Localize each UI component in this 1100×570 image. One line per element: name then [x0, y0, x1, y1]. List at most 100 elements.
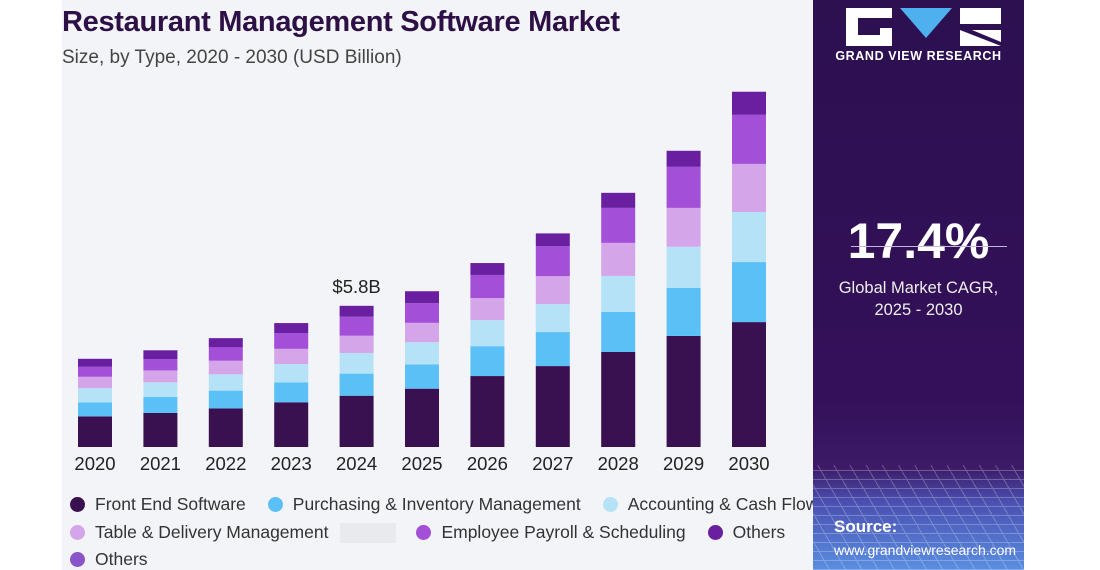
bar-segment-2021-5	[143, 350, 178, 360]
x-tick-label: 2030	[728, 453, 769, 474]
bar-segment-2024-3	[339, 335, 374, 353]
x-tick-label: 2026	[467, 453, 508, 474]
legend-label: Others	[95, 549, 148, 569]
legend-label: Others	[732, 522, 786, 542]
bar-segment-2022-3	[208, 360, 243, 375]
bar-segment-2028-2	[601, 275, 636, 312]
bar-segment-2029-0	[666, 335, 701, 447]
source-label: Source:	[834, 517, 898, 536]
bar-segment-2023-4	[274, 333, 309, 349]
bar-segment-2026-0	[470, 376, 505, 447]
info-panel: GRAND VIEW RESEARCH 17.4% Global Market …	[813, 0, 1024, 570]
bar-segment-2026-2	[470, 320, 505, 347]
bar-segment-2021-1	[143, 396, 178, 413]
bar-segment-2026-5	[470, 263, 505, 275]
legend-swatch	[416, 525, 432, 540]
x-tick-label: 2020	[74, 453, 115, 474]
bar-segment-2028-4	[601, 207, 636, 243]
bar-segment-2028-1	[601, 311, 636, 352]
x-tick-label: 2028	[598, 453, 639, 474]
bar-segment-2026-1	[470, 346, 505, 377]
bar-segment-2024-0	[339, 395, 374, 447]
bar-segment-2020-3	[78, 376, 112, 389]
x-tick-label: 2022	[205, 453, 246, 474]
legend-item: Accounting & Cash Flow	[602, 494, 819, 515]
bar-segment-2023-2	[274, 364, 309, 383]
bar-segment-2024-1	[339, 373, 374, 396]
bar-segment-2022-2	[208, 374, 243, 391]
chart-title: Restaurant Management Software Market	[62, 6, 620, 38]
legend-swatch	[267, 497, 283, 512]
bar-segment-2027-1	[535, 332, 570, 367]
bar-segment-2028-3	[601, 242, 636, 276]
stacked-bar-chart: 2020 2021 2022 2023 2024 $5.8B 2025 2026 2027 202…	[74, 91, 770, 474]
bar-segment-2021-3	[143, 370, 178, 383]
bar-segment-2025-1	[405, 364, 439, 389]
legend-row-1: Front End Software Purchasing & Inventor…	[70, 494, 840, 515]
legend-item: Purchasing & Inventory Management	[267, 494, 581, 515]
chart-subtitle: Size, by Type, 2020 - 2030 (USD Billion)	[62, 47, 402, 68]
bar-segment-2030-1	[732, 262, 766, 323]
legend-label: Accounting & Cash Flow	[627, 494, 819, 514]
x-tick-label: 2029	[663, 453, 704, 474]
legend-swatch	[70, 525, 85, 540]
legend-blank-box	[340, 522, 397, 543]
bar-segment-2027-4	[535, 246, 570, 277]
bar-segment-2021-4	[143, 359, 178, 371]
bar-segment-2025-0	[405, 388, 439, 447]
bar-segment-2020-4	[78, 366, 112, 377]
bar-segment-2022-5	[208, 338, 243, 348]
bar-segment-2030-5	[732, 91, 766, 115]
source-url[interactable]: www.grandviewresearch.com	[834, 542, 1017, 558]
bar-segment-2028-0	[601, 351, 636, 447]
bar-segment-2030-3	[732, 163, 766, 213]
bar-segment-2026-3	[470, 298, 505, 321]
bar-segment-2027-2	[535, 304, 570, 333]
bar-segment-2023-1	[274, 382, 309, 403]
legend-item: Others	[707, 522, 786, 543]
bar-segment-2029-4	[666, 166, 701, 208]
bar-segment-2022-0	[208, 408, 243, 447]
legend-swatch	[707, 525, 723, 540]
bar-segment-2027-5	[535, 233, 570, 247]
cagr-label-line-2: 2025 - 2030	[874, 301, 963, 319]
legend-item: Table & Delivery Management	[70, 522, 328, 543]
legend-item: Front End Software	[70, 494, 246, 515]
bar-segment-2025-4	[405, 303, 439, 323]
bar-segment-2025-2	[405, 342, 439, 365]
cagr-label-line-1: Global Market CAGR,	[838, 279, 999, 297]
legend-item: Employee Payroll & Scheduling	[416, 522, 686, 543]
bar-segment-2030-4	[732, 114, 766, 164]
bar-segment-2030-2	[732, 212, 766, 263]
legend-item: Others	[70, 549, 148, 570]
bar-segment-2030-0	[732, 322, 766, 447]
bar-segment-2028-5	[601, 192, 636, 208]
gvr-logo	[846, 8, 1001, 46]
cagr-label: Global Market CAGR, 2025 - 2030	[813, 277, 1024, 321]
bar-segment-2025-5	[405, 291, 439, 304]
bar-segment-2024-2	[339, 352, 374, 374]
legend-row-3: Others	[70, 549, 170, 570]
legend-label: Employee Payroll & Scheduling	[441, 522, 686, 542]
bar-segment-2029-2	[666, 246, 701, 288]
bar-segment-2025-3	[405, 322, 439, 343]
bar-segment-2029-5	[666, 150, 701, 167]
legend-row-2: Table & Delivery Management Employee Pay…	[70, 522, 807, 543]
bar-segment-2024-5	[339, 305, 374, 317]
x-tick-label: 2027	[532, 453, 573, 474]
bar-segment-2027-3	[535, 276, 570, 305]
brand-name: GRAND VIEW RESEARCH	[835, 49, 1002, 63]
bar-segment-2023-5	[274, 323, 309, 334]
x-tick-label: 2023	[271, 453, 312, 474]
bar-segment-2023-3	[274, 348, 309, 365]
bar-segment-2020-5	[78, 358, 112, 367]
divider	[851, 246, 1007, 247]
bar-segment-2022-1	[208, 390, 243, 409]
x-tick-label: 2025	[401, 453, 442, 474]
legend-label: Table & Delivery Management	[95, 522, 329, 542]
x-tick-label: 2021	[140, 453, 181, 474]
data-label: $5.8B	[332, 276, 380, 297]
legend-swatch	[70, 552, 85, 567]
legend-label: Purchasing & Inventory Management	[292, 494, 581, 514]
bar-segment-2027-0	[535, 366, 570, 447]
